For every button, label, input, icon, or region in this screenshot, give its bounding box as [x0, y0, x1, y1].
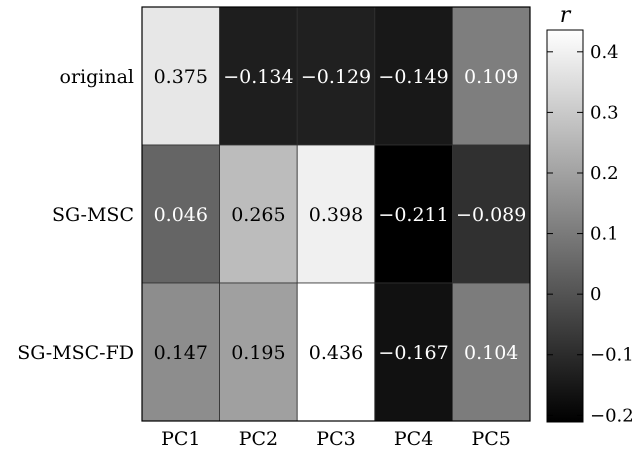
colorbar-gradient [546, 29, 584, 423]
heatmap-cell [374, 6, 453, 146]
colorbar-tick-label: 0.3 [590, 102, 619, 123]
colorbar-tick-label: −0.2 [590, 405, 634, 426]
heatmap-cell [374, 282, 453, 422]
heatmap-cell [451, 6, 531, 146]
column-label: PC3 [316, 428, 355, 450]
row-label: SG-MSC [52, 204, 134, 226]
row-labels: original SG-MSC SG-MSC-FD [17, 66, 134, 364]
heatmap-cell [141, 144, 220, 284]
column-label: PC2 [239, 428, 278, 450]
cell-value-label: 0.265 [231, 204, 285, 226]
cell-value-label: 0.109 [464, 66, 518, 88]
heatmap-cell [296, 282, 376, 422]
colorbar: r 0.4 0.3 0.2 0.1 0 −0.1 −0.2 [546, 3, 634, 426]
heatmap-cell [219, 282, 298, 422]
colorbar-tick-label: −0.1 [590, 345, 634, 366]
heatmap-cells: 0.375 −0.134 −0.129 −0.149 0.109 0.046 0.265 0.… [141, 6, 531, 422]
column-label: PC5 [471, 428, 510, 450]
cell-value-label: 0.147 [154, 342, 208, 364]
heatmap-cell [219, 6, 298, 146]
cell-value-label: −0.129 [301, 66, 371, 88]
cell-value-label: −0.089 [456, 204, 526, 226]
heatmap-frame [141, 6, 531, 422]
colorbar-tick-label: 0.1 [590, 224, 619, 245]
heatmap-cell [451, 144, 531, 284]
colorbar-tick-label: 0 [590, 284, 601, 305]
cell-value-label: −0.211 [378, 204, 448, 226]
row-label: original [60, 66, 134, 88]
cell-value-label: −0.134 [223, 66, 293, 88]
heatmap-cell [141, 6, 220, 146]
colorbar-tick-label: 0.2 [590, 163, 619, 184]
colorbar-tick-label: 0.4 [590, 42, 619, 63]
column-label: PC1 [161, 428, 200, 450]
cell-value-label: 0.436 [309, 342, 363, 364]
cell-value-label: 0.195 [231, 342, 285, 364]
cell-value-label: 0.046 [154, 204, 208, 226]
colorbar-label: r [560, 3, 572, 28]
cell-value-label: −0.167 [378, 342, 448, 364]
cell-value-label: 0.375 [154, 66, 208, 88]
heatmap-cell [451, 282, 531, 422]
cell-value-label: 0.398 [309, 204, 363, 226]
row-label: SG-MSC-FD [17, 342, 134, 364]
column-label: PC4 [394, 428, 433, 450]
cell-value-label: 0.104 [464, 342, 518, 364]
cell-value-label: −0.149 [378, 66, 448, 88]
heatmap-cell [296, 144, 376, 284]
column-labels: PC1 PC2 PC3 PC4 PC5 [161, 428, 511, 450]
